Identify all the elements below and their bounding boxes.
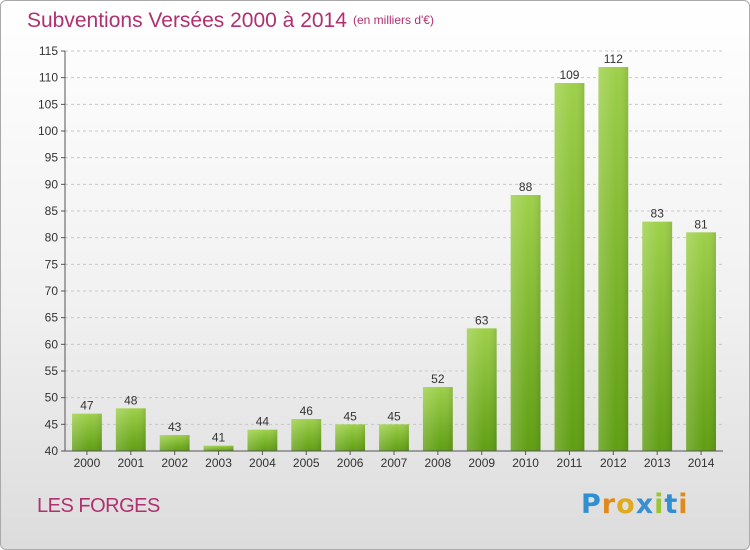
bar-shade [554,83,585,451]
data-label: 112 [604,52,623,66]
bar-shade [72,413,102,451]
proxiti-logo: Proxiti [581,489,689,520]
data-label: 44 [256,415,270,429]
y-tick-label: 60 [45,337,59,351]
bar-shade [466,328,497,451]
data-label: 81 [694,217,708,231]
bar-shade [510,195,541,451]
x-tick-label: 2000 [74,456,101,470]
data-label: 46 [300,404,314,418]
y-tick-label: 65 [45,311,59,325]
y-tick-label: 75 [45,257,59,271]
x-tick-label: 2009 [468,456,495,470]
y-tick-label: 70 [45,284,59,298]
bar-shade [291,419,322,451]
x-tick-label: 2002 [161,456,188,470]
y-tick-label: 45 [45,417,59,431]
data-label: 47 [80,399,94,413]
bar-shade [379,424,409,451]
data-label: 83 [651,207,665,221]
chart-title: Subventions Versées 2000 à 2014 [27,9,347,32]
x-tick-label: 2004 [249,456,276,470]
x-tick-label: 2007 [381,456,408,470]
data-label: 63 [475,313,489,327]
data-label: 48 [124,393,138,407]
x-tick-label: 2013 [644,456,671,470]
bar-shade [686,232,716,451]
x-tick-label: 2011 [557,456,583,470]
data-label: 45 [387,409,401,423]
x-tick-label: 2010 [512,456,539,470]
y-tick-label: 90 [45,177,59,191]
bar-shade [598,67,629,451]
y-tick-label: 85 [45,204,59,218]
y-tick-label: 40 [45,444,59,458]
x-tick-label: 2012 [600,456,627,470]
x-tick-label: 2001 [117,456,144,470]
bar-shade [159,435,190,451]
x-tick-label: 2006 [337,456,364,470]
data-label: 109 [559,68,579,82]
x-tick-label: 2003 [205,456,232,470]
y-tick-label: 80 [45,231,59,245]
x-tick-label: 2005 [293,456,320,470]
bar-shade [115,408,146,451]
y-tick-label: 95 [45,151,59,165]
data-label: 41 [212,431,226,445]
bar-shade [642,221,673,451]
y-tick-label: 50 [45,391,59,405]
y-tick-label: 115 [39,44,58,58]
data-label: 45 [343,409,357,423]
x-tick-label: 2008 [425,456,452,470]
y-tick-label: 110 [39,71,58,85]
data-label: 88 [519,180,533,194]
y-tick-label: 100 [38,124,58,138]
y-tick-label: 55 [45,364,59,378]
y-tick-label: 105 [38,97,58,111]
bar-shade [203,445,234,451]
bar-shade [335,424,366,451]
x-tick-label: 2014 [688,456,715,470]
bar-shade [247,429,278,451]
bar-shade [422,387,453,451]
chart-subtitle: (en milliers d'€) [353,13,434,27]
city-name: LES FORGES [37,495,160,517]
data-label: 52 [431,372,445,386]
data-label: 43 [168,420,182,434]
